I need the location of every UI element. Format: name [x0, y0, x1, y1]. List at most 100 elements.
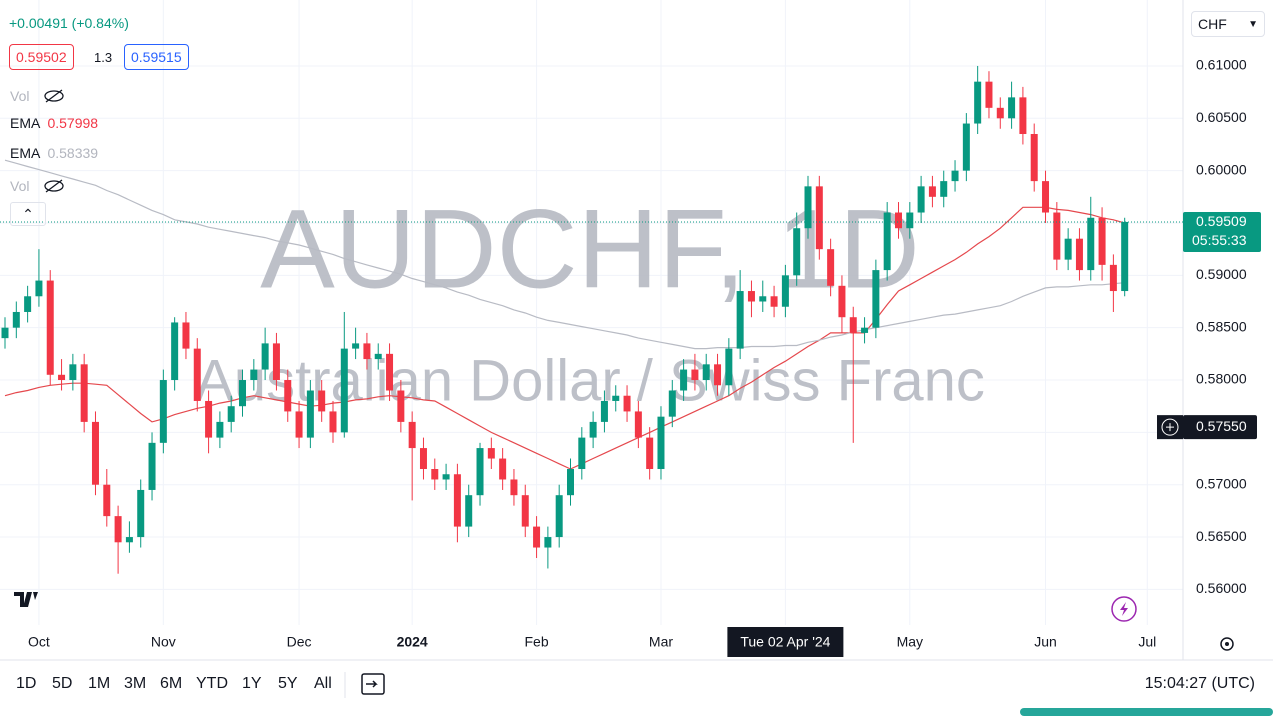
candle-body — [442, 474, 450, 480]
bid[interactable]: 0.59502 — [9, 44, 74, 70]
ask[interactable]: 0.59515 — [124, 44, 189, 70]
y-tick-label: 0.61000 — [1196, 57, 1247, 73]
candle-body — [974, 81, 982, 124]
indicator-name: Vol — [10, 88, 30, 104]
range-button[interactable]: 3M — [124, 675, 147, 692]
y-tick-label: 0.60000 — [1196, 161, 1247, 177]
candle-body — [1087, 217, 1095, 271]
candle-body — [137, 489, 145, 538]
candle-body — [646, 437, 654, 470]
currency-select[interactable]: CHF ▼ — [1191, 11, 1265, 37]
candle-body — [861, 327, 869, 333]
collapse-button[interactable]: ⌃ — [10, 202, 46, 226]
candle-body — [182, 322, 190, 349]
x-tick-label: Nov — [151, 634, 176, 650]
x-tick-label: Feb — [525, 634, 549, 650]
candle-body — [1, 327, 9, 339]
hidden-icon[interactable] — [43, 88, 65, 104]
candle-body — [148, 442, 156, 490]
candle-body — [1019, 97, 1027, 135]
candle-body — [499, 458, 507, 480]
y-tick-label: 0.59000 — [1196, 266, 1247, 282]
range-button[interactable]: 6M — [160, 675, 183, 692]
candle-body — [227, 406, 235, 422]
indicator-vol: Vol — [10, 175, 65, 194]
candle-body — [928, 186, 936, 197]
candle-body — [114, 516, 122, 543]
candle-body — [159, 380, 167, 443]
range-button[interactable]: 5Y — [278, 675, 298, 692]
candle-body — [747, 291, 755, 302]
candle-body — [1053, 212, 1061, 260]
candle-body — [634, 411, 642, 438]
scrollbar[interactable] — [1020, 708, 1273, 716]
y-tick-label: 0.56000 — [1196, 580, 1247, 596]
range-button[interactable]: 1M — [88, 675, 111, 692]
candle-body — [465, 495, 473, 527]
range-button[interactable]: YTD — [196, 675, 228, 692]
candle-body — [250, 369, 258, 381]
tv-logo — [14, 592, 38, 607]
candle-body — [91, 421, 99, 485]
candle-body — [544, 537, 552, 548]
indicator-name: Vol — [10, 178, 30, 194]
candle-body — [533, 526, 541, 548]
candle-body — [46, 280, 54, 375]
candle-body — [702, 364, 710, 381]
candle-body — [759, 296, 767, 302]
candle-body — [419, 448, 427, 470]
candle-body — [555, 495, 563, 538]
range-button[interactable]: All — [314, 675, 332, 692]
candle-body — [329, 411, 337, 433]
crosshair-date: Tue 02 Apr '24 — [740, 634, 830, 650]
candle-body — [408, 421, 416, 449]
y-tick-label: 0.58000 — [1196, 371, 1247, 387]
candle-body — [962, 123, 970, 171]
indicator-name: EMA — [10, 145, 40, 161]
x-tick-label: Jul — [1138, 634, 1156, 650]
candle-body — [363, 343, 371, 360]
candle-body — [1030, 134, 1038, 182]
candle-body — [352, 343, 360, 349]
indicator-ema: EMA 0.57998 — [10, 115, 98, 131]
candle-body — [668, 390, 676, 417]
candle-body — [736, 291, 744, 349]
settings-icon[interactable] — [1220, 637, 1234, 651]
indicator-name: EMA — [10, 115, 40, 131]
candle-body — [521, 495, 529, 527]
change: +0.00491 (+0.84%) — [9, 15, 129, 31]
indicator-value: 0.57998 — [47, 115, 99, 131]
replay-icon[interactable] — [361, 673, 385, 695]
candle-body — [940, 181, 948, 197]
range-button[interactable]: 1D — [16, 675, 37, 692]
x-tick-label: Jun — [1034, 634, 1057, 650]
range-button[interactable]: 1Y — [242, 675, 262, 692]
candle-body — [35, 280, 43, 297]
lightning-icon[interactable] — [1111, 596, 1137, 622]
candle-body — [58, 374, 66, 381]
candle-body — [1098, 217, 1106, 265]
candle-body — [1075, 238, 1083, 271]
candle-body — [487, 448, 495, 459]
candle-body — [815, 186, 823, 250]
candle-body — [272, 343, 280, 381]
grid — [0, 0, 1183, 625]
candle-body — [917, 186, 925, 213]
y-tick-label: 0.58500 — [1196, 318, 1247, 334]
clock: 15:04:27 (UTC) — [1144, 675, 1255, 692]
hidden-icon[interactable] — [43, 178, 65, 194]
candle-body — [453, 474, 461, 527]
indicator-vol: Vol — [10, 85, 65, 104]
candle-body — [12, 311, 20, 328]
candle-body — [1042, 181, 1050, 213]
candle-body — [261, 343, 269, 370]
candle-body — [985, 81, 993, 108]
candle-body — [374, 353, 382, 360]
y-tick-label: 0.56500 — [1196, 528, 1247, 544]
candle-body — [125, 537, 133, 543]
candle-body — [205, 400, 213, 438]
indicator-value: 0.58339 — [47, 145, 99, 161]
range-button[interactable]: 5D — [52, 675, 73, 692]
